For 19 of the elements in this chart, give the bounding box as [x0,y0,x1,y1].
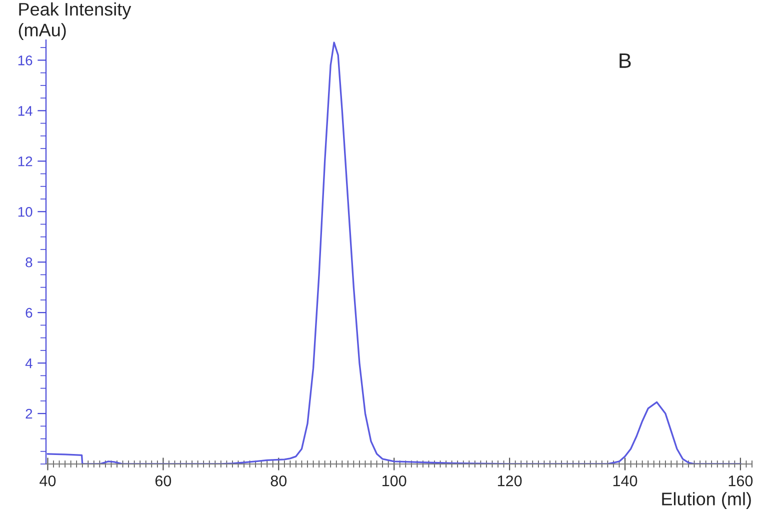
annotation: B [620,53,631,68]
x-tick-label: 60 [155,476,172,486]
y-tick-label: 14 [18,106,32,116]
y-tick-label: 6 [26,308,32,318]
x-axis-title: Elution (ml) [662,492,751,509]
x-tick-label: 80 [270,476,287,486]
y-tick-label: 12 [18,156,32,166]
x-tick-label: 160 [728,476,753,486]
y-axis-title: Peak Intensity (mAu) [18,2,132,40]
y-tick-label: 16 [18,56,32,66]
x-tick-label: 40 [40,476,56,486]
y-tick-label: 4 [25,358,32,368]
y-tick-label: 10 [18,206,32,217]
x-tick-label: 100 [382,476,406,486]
x-tick-label: 120 [498,476,522,486]
y-tick-label: 8 [26,257,32,268]
y-tick-label: 2 [26,408,32,419]
line-series [46,42,742,464]
x-tick-label: 140 [613,476,638,486]
